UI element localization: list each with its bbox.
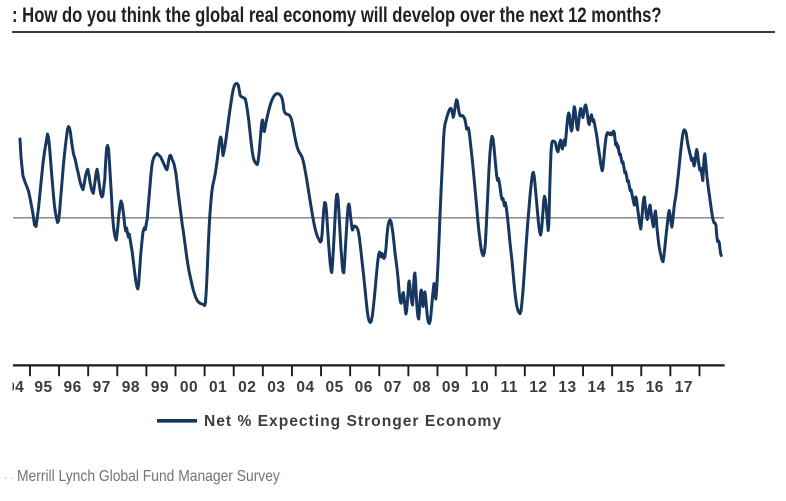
svg-text:94: 94 — [6, 379, 24, 396]
svg-text:04: 04 — [296, 379, 314, 396]
svg-text:07: 07 — [384, 379, 402, 396]
svg-text:00: 00 — [180, 379, 198, 396]
svg-text:01: 01 — [209, 379, 227, 396]
svg-text:95: 95 — [34, 379, 52, 396]
svg-text:99: 99 — [151, 379, 169, 396]
svg-text:03: 03 — [267, 379, 285, 396]
svg-text:02: 02 — [238, 379, 256, 396]
svg-text:16: 16 — [646, 379, 664, 396]
svg-text:09: 09 — [442, 379, 460, 396]
svg-text:05: 05 — [325, 379, 343, 396]
svg-text:98: 98 — [122, 379, 140, 396]
svg-text:10: 10 — [471, 379, 489, 396]
svg-text:14: 14 — [587, 379, 605, 396]
svg-text:13: 13 — [558, 379, 576, 396]
svg-text:97: 97 — [93, 379, 111, 396]
svg-text:11: 11 — [501, 379, 518, 396]
svg-text:08: 08 — [413, 379, 431, 396]
svg-text:15: 15 — [617, 379, 635, 396]
svg-text:12: 12 — [529, 379, 547, 396]
svg-text:06: 06 — [355, 379, 373, 396]
svg-text:17: 17 — [675, 379, 693, 396]
svg-text:96: 96 — [63, 379, 81, 396]
